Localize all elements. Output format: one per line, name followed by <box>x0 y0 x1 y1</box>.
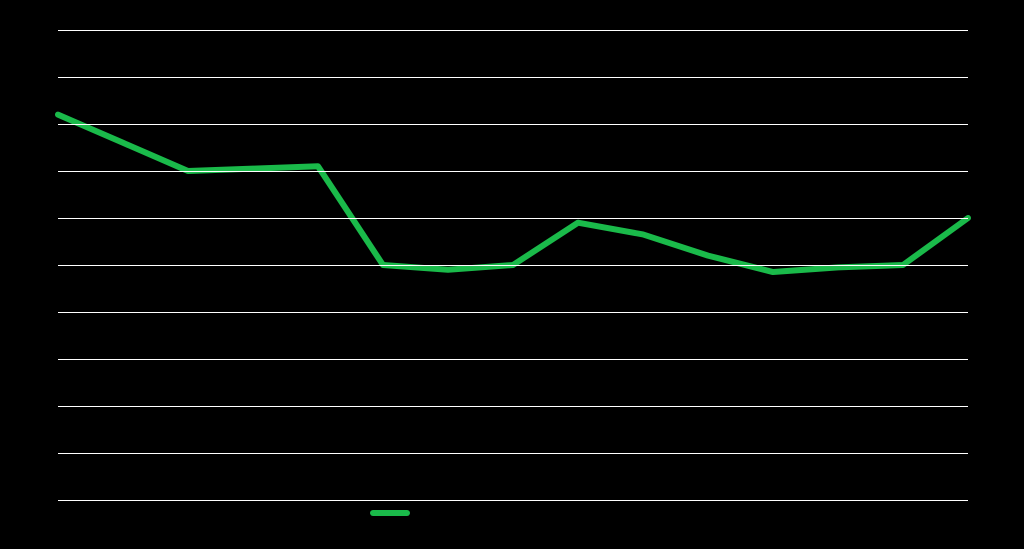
gridline <box>58 30 968 31</box>
line-chart <box>0 0 1024 544</box>
gridline <box>58 265 968 266</box>
gridline <box>58 406 968 407</box>
gridline <box>58 500 968 501</box>
gridline <box>58 124 968 125</box>
gridline <box>58 77 968 78</box>
gridline <box>58 171 968 172</box>
gridline <box>58 453 968 454</box>
gridline <box>58 359 968 360</box>
legend <box>370 510 420 516</box>
chart-svg <box>0 0 1024 544</box>
series-line <box>58 115 968 272</box>
gridline <box>58 312 968 313</box>
gridline <box>58 218 968 219</box>
legend-swatch <box>370 510 410 516</box>
